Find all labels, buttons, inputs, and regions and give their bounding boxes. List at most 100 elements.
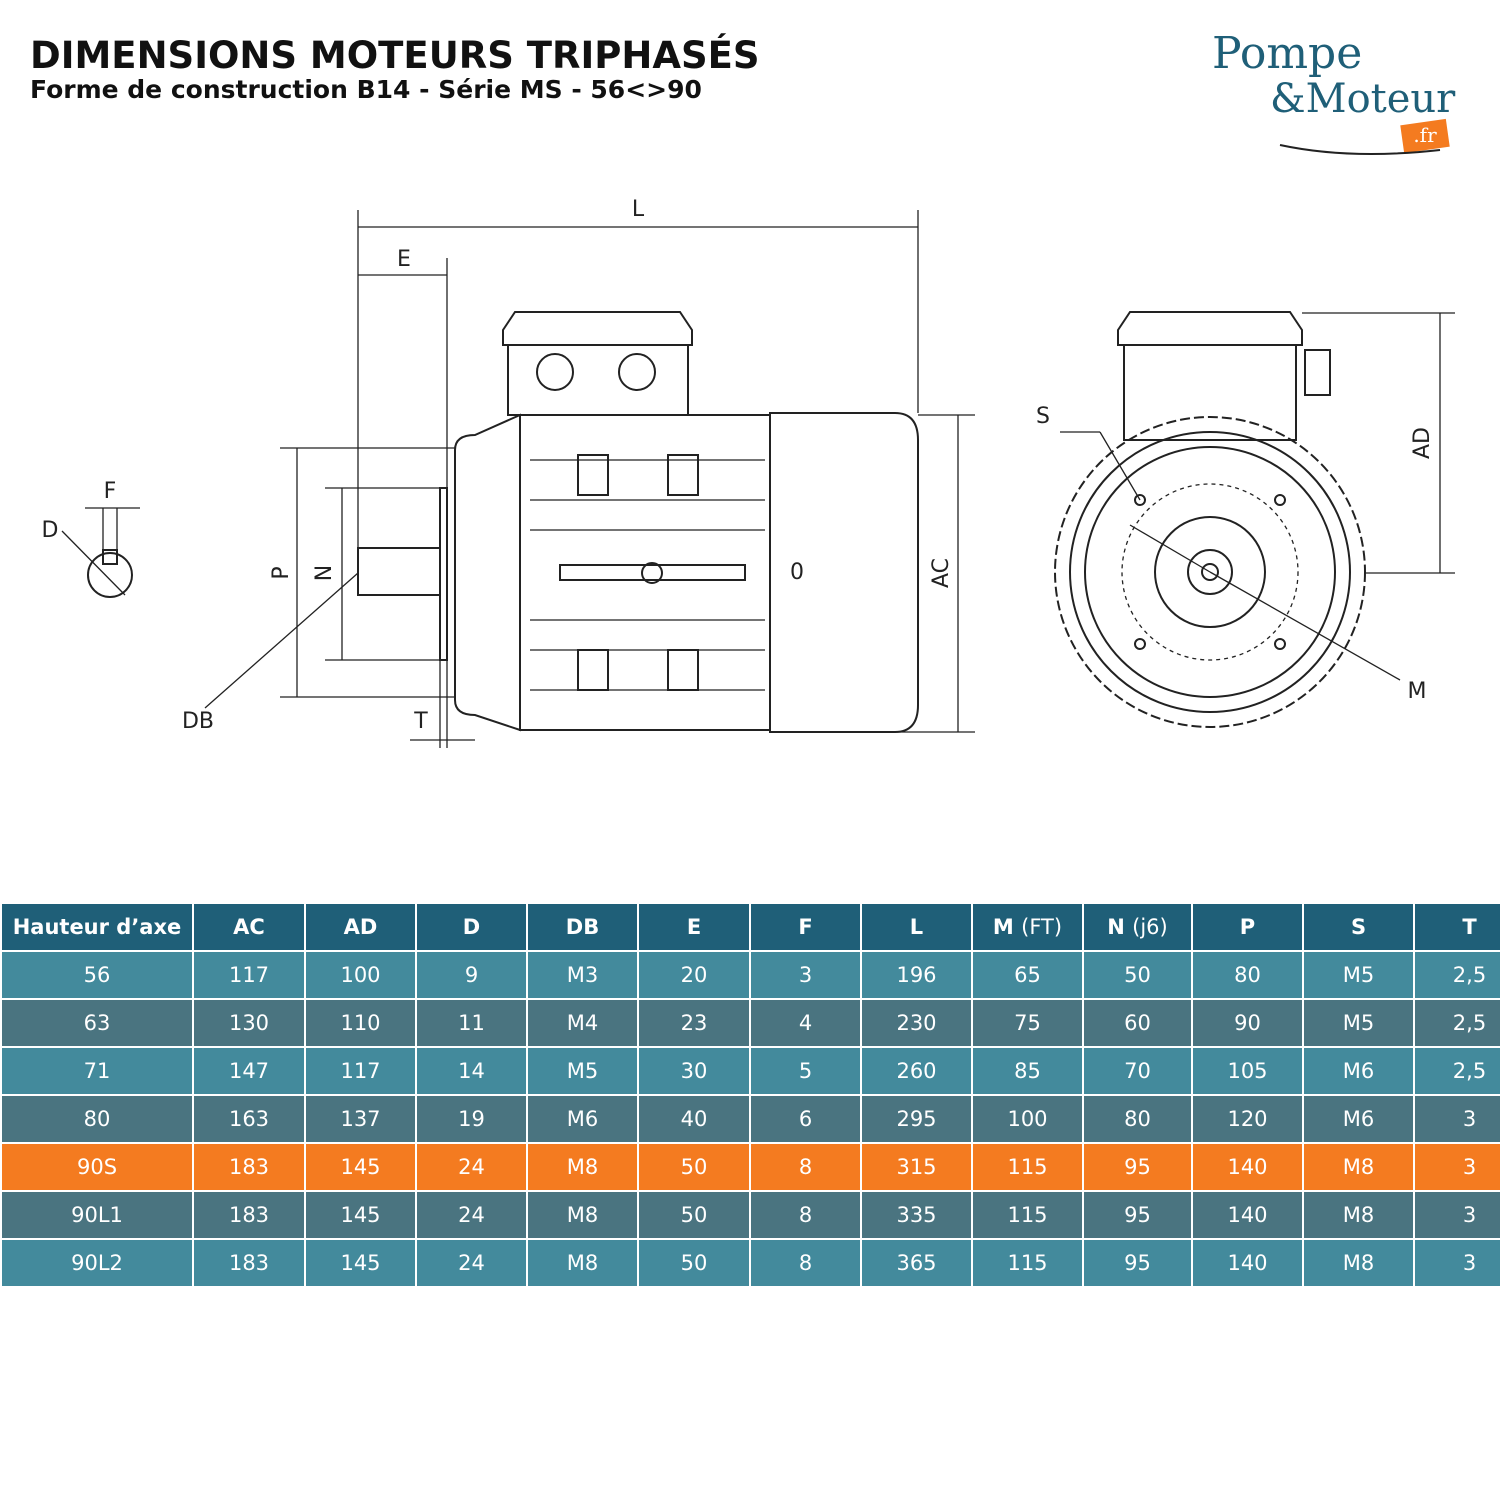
table-cell: 80 bbox=[1082, 1094, 1193, 1144]
table-cell: 120 bbox=[1191, 1094, 1304, 1144]
table-cell: 260 bbox=[860, 1046, 973, 1096]
table-cell: 9 bbox=[415, 950, 528, 1000]
bolt-circle bbox=[1121, 483, 1299, 661]
table-cell: 3 bbox=[749, 950, 862, 1000]
table-cell: 11 bbox=[415, 998, 528, 1048]
table-cell: M8 bbox=[526, 1238, 639, 1288]
header-cell: T bbox=[1413, 902, 1500, 952]
title: DIMENSIONS MOTEURS TRIPHASÉS bbox=[30, 33, 760, 77]
table-cell: 140 bbox=[1191, 1142, 1304, 1192]
table-cell: M5 bbox=[1302, 950, 1415, 1000]
table-cell: 80 bbox=[1191, 950, 1304, 1000]
table-row: 56 117 100 9 M3 20 3 196 65 50 80 M5 2,5 bbox=[0, 950, 1500, 1000]
flange-ring bbox=[1084, 446, 1336, 698]
label-db: DB bbox=[182, 709, 214, 734]
table-cell: 75 bbox=[971, 998, 1084, 1048]
table-cell: 5 bbox=[749, 1046, 862, 1096]
table-cell: 65 bbox=[971, 950, 1084, 1000]
key bbox=[102, 549, 118, 565]
table-cell: 315 bbox=[860, 1142, 973, 1192]
table-cell: 140 bbox=[1191, 1238, 1304, 1288]
table-cell: 3 bbox=[1413, 1094, 1500, 1144]
fins bbox=[530, 454, 765, 691]
flange-body bbox=[454, 413, 521, 732]
table-cell: 183 bbox=[192, 1190, 306, 1240]
dimension-lines bbox=[204, 210, 975, 748]
table-cell: 50 bbox=[1082, 950, 1193, 1000]
header-cell: N (j6) bbox=[1082, 902, 1193, 952]
table-row: 90L1 183 145 24 M8 50 8 335 115 95 140 M8 3 bbox=[0, 1190, 1500, 1240]
table-cell: 90L2 bbox=[0, 1238, 194, 1288]
header-label: T bbox=[1462, 915, 1477, 939]
table-cell: 115 bbox=[971, 1142, 1084, 1192]
table-cell: 100 bbox=[971, 1094, 1084, 1144]
logo-swoosh bbox=[1279, 144, 1441, 155]
table-cell: 130 bbox=[192, 998, 306, 1048]
table-cell: 145 bbox=[304, 1142, 417, 1192]
header-note: (FT) bbox=[1021, 915, 1063, 939]
hole bbox=[1274, 494, 1286, 506]
table-cell: M5 bbox=[1302, 998, 1415, 1048]
table-cell: 63 bbox=[0, 998, 194, 1048]
table-cell: 50 bbox=[637, 1142, 751, 1192]
logo-line2: &Moteur bbox=[1270, 76, 1456, 122]
logo-badge bbox=[1400, 118, 1450, 154]
header-cell: E bbox=[637, 902, 751, 952]
header-label: M bbox=[992, 915, 1014, 939]
label-ad: AD bbox=[1410, 427, 1435, 459]
table-cell: M6 bbox=[1302, 1046, 1415, 1096]
table-cell: 145 bbox=[304, 1190, 417, 1240]
table-cell: M3 bbox=[526, 950, 639, 1000]
table-cell: M6 bbox=[1302, 1094, 1415, 1144]
table-cell: 90L1 bbox=[0, 1190, 194, 1240]
table-cell: 110 bbox=[304, 998, 417, 1048]
table-cell: 95 bbox=[1082, 1190, 1193, 1240]
table-cell: M4 bbox=[526, 998, 639, 1048]
table-cell: 95 bbox=[1082, 1142, 1193, 1192]
header-cell: DB bbox=[526, 902, 639, 952]
table-cell: 145 bbox=[304, 1238, 417, 1288]
header-label: P bbox=[1239, 915, 1256, 939]
table-cell: 24 bbox=[415, 1238, 528, 1288]
table-cell: 140 bbox=[1191, 1190, 1304, 1240]
table-cell: 115 bbox=[971, 1190, 1084, 1240]
table-cell: 85 bbox=[971, 1046, 1084, 1096]
table-cell: 100 bbox=[304, 950, 417, 1000]
fins-ring bbox=[1054, 416, 1366, 728]
header-label: F bbox=[798, 915, 813, 939]
header-label: E bbox=[686, 915, 702, 939]
label-p: P bbox=[269, 566, 294, 579]
table-cell: 105 bbox=[1191, 1046, 1304, 1096]
table-row: 90S 183 145 24 M8 50 8 315 115 95 140 M8 3 bbox=[0, 1142, 1500, 1192]
label-t: T bbox=[413, 709, 428, 734]
table-cell: 115 bbox=[971, 1238, 1084, 1288]
table-cell: 196 bbox=[860, 950, 973, 1000]
header-note: (j6) bbox=[1132, 915, 1168, 939]
label-s: S bbox=[1036, 404, 1050, 429]
table-cell: M8 bbox=[526, 1142, 639, 1192]
table-cell: 14 bbox=[415, 1046, 528, 1096]
table-cell: M8 bbox=[1302, 1238, 1415, 1288]
subtitle: Forme de construction B14 - Série MS - 5… bbox=[30, 75, 702, 104]
table-cell: 2,5 bbox=[1413, 950, 1500, 1000]
table-cell: 4 bbox=[749, 998, 862, 1048]
table-row: 63 130 110 11 M4 23 4 230 75 60 90 M5 2,5 bbox=[0, 998, 1500, 1048]
table-cell: 2,5 bbox=[1413, 1046, 1500, 1096]
header-cell: S bbox=[1302, 902, 1415, 952]
table-cell: 19 bbox=[415, 1094, 528, 1144]
table-cell: 137 bbox=[304, 1094, 417, 1144]
table-cell: 8 bbox=[749, 1142, 862, 1192]
gland bbox=[618, 353, 656, 391]
label-f: F bbox=[104, 479, 117, 504]
table-cell: M8 bbox=[1302, 1142, 1415, 1192]
label-l: L bbox=[632, 197, 645, 222]
header-row: Hauteur d’axe AC AD D DB E F L M (FT) N (j6) P S T bbox=[0, 902, 1500, 952]
header-cell: P bbox=[1191, 902, 1304, 952]
table-cell: 183 bbox=[192, 1142, 306, 1192]
label-ac: AC bbox=[929, 558, 954, 588]
table-cell: 365 bbox=[860, 1238, 973, 1288]
table-cell: 2,5 bbox=[1413, 998, 1500, 1048]
header-label: AD bbox=[343, 915, 378, 939]
table-cell: 50 bbox=[637, 1190, 751, 1240]
table-cell: 230 bbox=[860, 998, 973, 1048]
